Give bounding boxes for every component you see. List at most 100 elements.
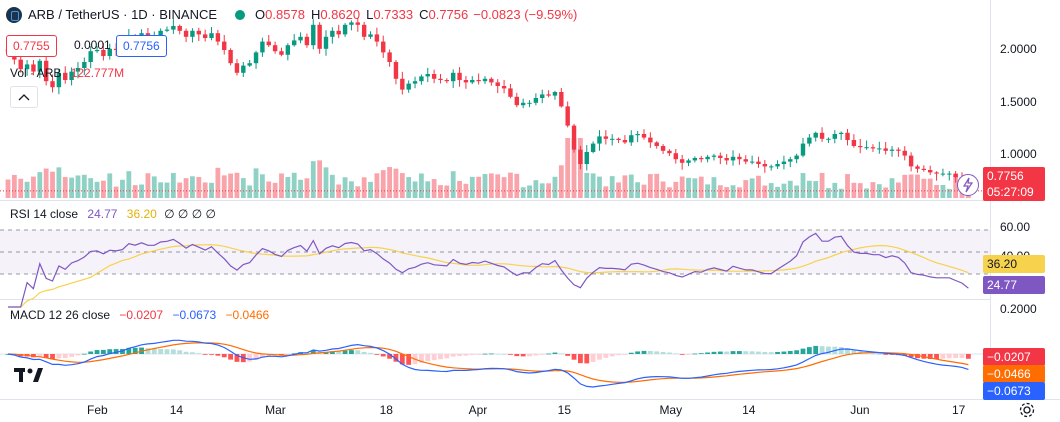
price-tick-0: 2.0000 bbox=[1000, 42, 1037, 56]
rsi-legend[interactable]: RSI 14 close 24.77 36.20 ∅ ∅ ∅ ∅ bbox=[10, 207, 216, 221]
macd-histogram-bar bbox=[813, 345, 819, 354]
volume-bar bbox=[329, 174, 335, 198]
market-status-icon[interactable] bbox=[235, 10, 246, 20]
candle-body bbox=[482, 78, 488, 82]
candle-body bbox=[934, 172, 939, 174]
volume-bar bbox=[902, 174, 908, 198]
buy-price-button[interactable]: 0.7756 bbox=[116, 35, 167, 57]
candle-body bbox=[18, 59, 23, 70]
macd-histogram-bar bbox=[768, 352, 774, 354]
candle-body bbox=[260, 41, 265, 53]
macd-histogram-bar bbox=[151, 348, 157, 354]
volume-bar bbox=[667, 187, 672, 198]
candle-body bbox=[781, 161, 787, 164]
alert-lightning-button[interactable] bbox=[957, 174, 979, 196]
volume-bar bbox=[406, 177, 412, 198]
candle-body bbox=[578, 149, 583, 164]
macd-histogram-bar bbox=[215, 354, 221, 356]
candle-body bbox=[50, 81, 55, 88]
macd-histogram-bar bbox=[647, 350, 653, 354]
macd-histogram-bar bbox=[826, 346, 831, 354]
volume-bar bbox=[260, 174, 265, 198]
candle-body bbox=[374, 34, 380, 42]
macd-histogram-bar bbox=[190, 352, 195, 354]
macd-histogram-bar bbox=[940, 354, 946, 359]
macd-histogram-bar bbox=[959, 354, 965, 359]
macd-histogram-bar bbox=[539, 354, 545, 355]
volume-bar bbox=[361, 177, 367, 198]
volume-bar bbox=[857, 183, 863, 198]
volume-bar bbox=[762, 185, 768, 198]
macd-histogram-bar bbox=[221, 354, 227, 358]
macd-histogram-bar bbox=[692, 353, 698, 355]
macd-histogram-bar bbox=[552, 352, 558, 354]
candle-body bbox=[870, 147, 876, 149]
macd-histogram-bar bbox=[876, 353, 882, 355]
candle-body bbox=[883, 148, 888, 151]
candle-body bbox=[451, 72, 456, 82]
macd-histogram-bar bbox=[101, 349, 106, 354]
rsi-line bbox=[8, 232, 969, 308]
candle-body bbox=[724, 158, 729, 161]
macd-histogram-bar bbox=[819, 346, 825, 354]
macd-histogram-bar bbox=[431, 354, 437, 361]
rsi-ma-tag: 36.20 bbox=[983, 255, 1045, 273]
volume-bar bbox=[425, 181, 431, 198]
volume-bar bbox=[546, 183, 551, 198]
volume-bar bbox=[272, 182, 278, 198]
candle-body bbox=[56, 72, 62, 88]
candle-body bbox=[743, 159, 748, 162]
macd-legend[interactable]: MACD 12 26 close −0.0207 −0.0673 −0.0466 bbox=[10, 308, 269, 322]
macd-histogram-bar bbox=[196, 353, 202, 354]
macd-histogram-bar bbox=[69, 354, 74, 357]
candle-countdown: 05:27:09 bbox=[983, 183, 1045, 201]
macd-histogram-bar bbox=[787, 350, 793, 354]
candle-body bbox=[616, 138, 621, 140]
volume-bar bbox=[476, 176, 482, 198]
macd-line-tag: −0.0673 bbox=[983, 382, 1045, 400]
macd-histogram-bar bbox=[737, 351, 742, 354]
collapse-legend-button[interactable] bbox=[10, 86, 38, 108]
volume-bar bbox=[215, 167, 221, 198]
macd-histogram-bar bbox=[508, 354, 513, 355]
candle-body bbox=[323, 36, 329, 49]
macd-histogram-bar bbox=[590, 354, 596, 362]
settings-button[interactable] bbox=[1018, 401, 1036, 419]
candle-body bbox=[654, 142, 659, 146]
macd-histogram-bar bbox=[603, 354, 609, 358]
volume-bar bbox=[628, 174, 634, 198]
symbol-title[interactable]: ARB / TetherUS · 1D · BINANCE bbox=[28, 7, 218, 22]
macd-histogram-bar bbox=[482, 353, 488, 355]
macd-histogram-bar bbox=[88, 351, 94, 354]
macd-histogram-bar bbox=[253, 354, 259, 360]
volume-bar bbox=[126, 171, 132, 198]
volume-bar bbox=[196, 176, 202, 198]
volume-bar bbox=[724, 187, 730, 198]
volume-bar bbox=[88, 178, 94, 198]
candle-body bbox=[788, 159, 793, 162]
volume-legend[interactable]: Vol · ARB 122.777M bbox=[10, 66, 124, 80]
candle-body bbox=[533, 98, 539, 103]
candle-body bbox=[514, 96, 519, 106]
volume-bar bbox=[597, 176, 602, 198]
candle-body bbox=[228, 50, 233, 64]
macd-histogram-bar bbox=[965, 354, 971, 359]
candle-body bbox=[622, 140, 628, 143]
volume-bar bbox=[69, 177, 74, 198]
candle-body bbox=[940, 173, 946, 175]
volume-bar bbox=[393, 168, 399, 198]
volume-bar bbox=[151, 176, 157, 198]
volume-bar bbox=[641, 184, 647, 198]
candle-body bbox=[190, 30, 195, 37]
tradingview-logo[interactable] bbox=[14, 364, 44, 386]
volume-bar bbox=[419, 173, 424, 198]
macd-histogram-bar bbox=[209, 354, 214, 355]
close-value: 0.7756 bbox=[428, 7, 469, 22]
macd-histogram-bar bbox=[635, 351, 641, 354]
time-axis-label: 15 bbox=[557, 403, 572, 417]
sell-price-button[interactable]: 0.7755 bbox=[6, 35, 57, 57]
macd-histogram-bar bbox=[781, 351, 787, 354]
candle-body bbox=[552, 92, 558, 96]
volume-bar bbox=[654, 173, 660, 198]
